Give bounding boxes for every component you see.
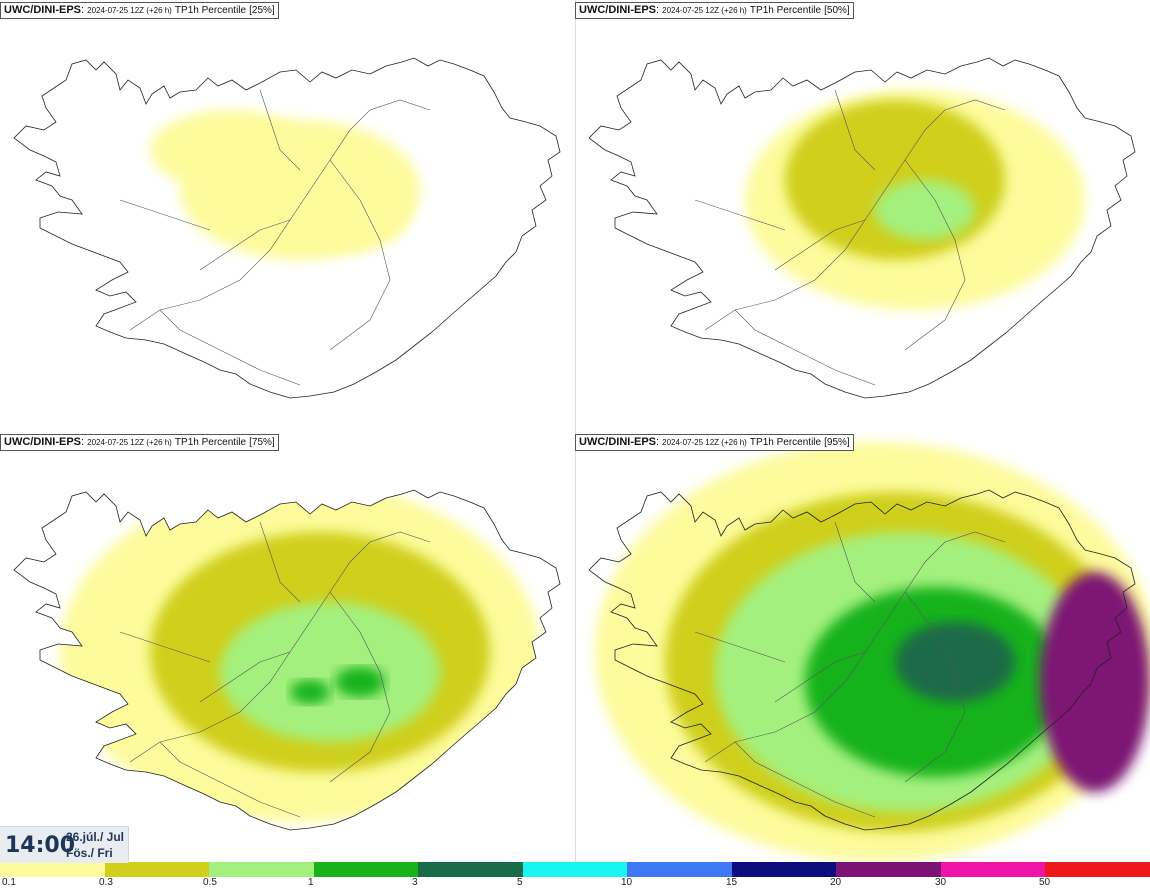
panel-title-p50: UWC/DINI-EPS: 2024-07-25 12Z (+26 h) TP1…: [575, 2, 854, 19]
road-line: [834, 521, 876, 603]
precipitation-field: [595, 442, 1150, 862]
colorbar-segment: [0, 862, 105, 877]
parameter-name: TP1h Percentile: [749, 5, 822, 16]
colorbar-segment: [731, 862, 837, 877]
run-time: 2024-07-25 12Z (+26 h): [87, 6, 172, 15]
map-panel-p95: UWC/DINI-EPS: 2024-07-25 12Z (+26 h) TP1…: [575, 432, 1150, 862]
colorbar-tick: 0.3: [99, 877, 113, 888]
iceland-map-p95: [588, 442, 1150, 862]
map-panel-p25: UWC/DINI-EPS: 2024-07-25 12Z (+26 h) TP1…: [0, 0, 575, 430]
model-name: UWC/DINI-EPS: [579, 4, 656, 16]
road-line: [119, 631, 211, 663]
road-line: [199, 219, 291, 271]
panel-title-p75: UWC/DINI-EPS: 2024-07-25 12Z (+26 h) TP1…: [0, 434, 279, 451]
road-line: [704, 531, 1006, 763]
precipitation-area: [875, 180, 975, 240]
precipitation-area: [785, 100, 1005, 260]
road-line: [694, 631, 786, 663]
colorbar-segment: [418, 862, 523, 877]
coastline: [13, 489, 561, 831]
precipitation-area: [1040, 572, 1150, 792]
percentile-label: [95%]: [824, 437, 850, 448]
model-name: UWC/DINI-EPS: [4, 436, 81, 448]
precipitation-field: [745, 90, 1085, 310]
colorbar-tick: 10: [621, 877, 633, 888]
road-line: [904, 159, 966, 351]
road-line: [159, 741, 301, 818]
colorbar-segment: [940, 862, 1046, 877]
road-line: [199, 651, 291, 703]
iceland-map-p25: [13, 57, 561, 399]
coastline: [13, 57, 561, 399]
road-line: [259, 89, 301, 171]
precipitation-area: [895, 622, 1015, 702]
road-line: [259, 521, 301, 603]
precipitation-area: [220, 602, 440, 742]
valid-date-line1: 26.júl./ Jul: [66, 830, 125, 844]
road-line: [904, 591, 966, 783]
run-time: 2024-07-25 12Z (+26 h): [662, 438, 747, 447]
precipitation-area: [150, 110, 310, 190]
road-line: [129, 99, 431, 331]
run-time: 2024-07-25 12Z (+26 h): [662, 6, 747, 15]
precipitation-area: [335, 667, 385, 697]
panel-divider: [575, 0, 576, 862]
colorbar-tick: 30: [935, 877, 947, 888]
colorbar-segment: [104, 862, 210, 877]
road-line: [774, 651, 866, 703]
precipitation-area: [290, 680, 330, 704]
precipitation-colorbar: [0, 862, 1150, 877]
road-line: [734, 741, 876, 818]
colorbar-tick: 15: [726, 877, 738, 888]
valid-time-box: 14:00 26.júl./ Jul Fös./ Fri: [0, 826, 129, 863]
valid-date-line2: Fös./ Fri: [66, 846, 113, 860]
map-panel-p50: UWC/DINI-EPS: 2024-07-25 12Z (+26 h) TP1…: [575, 0, 1150, 430]
colorbar-segment: [209, 862, 314, 877]
coastline: [588, 489, 1136, 831]
colorbar-tick: 20: [830, 877, 842, 888]
model-name: UWC/DINI-EPS: [579, 436, 656, 448]
colorbar-tick: 50: [1039, 877, 1051, 888]
colorbar-tick: 0.1: [2, 877, 16, 888]
colorbar-tick: 5: [517, 877, 523, 888]
panel-title-p95: UWC/DINI-EPS: 2024-07-25 12Z (+26 h) TP1…: [575, 434, 854, 451]
percentile-label: [75%]: [249, 437, 275, 448]
parameter-name: TP1h Percentile: [174, 5, 247, 16]
iceland-map-p75: [13, 489, 561, 831]
parameter-name: TP1h Percentile: [749, 437, 822, 448]
road-line: [774, 219, 866, 271]
model-name: UWC/DINI-EPS: [4, 4, 81, 16]
coastline: [588, 57, 1136, 399]
colorbar-tick: 3: [412, 877, 418, 888]
precipitation-area: [290, 170, 410, 250]
colorbar-segment: [836, 862, 941, 877]
colorbar-segment: [522, 862, 628, 877]
percentile-label: [25%]: [249, 5, 275, 16]
road-line: [694, 199, 786, 231]
colorbar-tick-labels: 0.1 0.3 0.5 1 3 5 10 15 20 30 50: [0, 877, 1150, 891]
colorbar-segment: [313, 862, 419, 877]
valid-time-clock: 14:00: [5, 833, 76, 858]
road-line: [704, 99, 1006, 331]
run-time: 2024-07-25 12Z (+26 h): [87, 438, 172, 447]
panel-title-p25: UWC/DINI-EPS: 2024-07-25 12Z (+26 h) TP1…: [0, 2, 279, 19]
road-line: [329, 159, 391, 351]
road-line: [329, 591, 391, 783]
map-panel-p75: UWC/DINI-EPS: 2024-07-25 12Z (+26 h) TP1…: [0, 432, 575, 862]
road-line: [129, 531, 431, 763]
precipitation-field: [150, 110, 420, 260]
colorbar-segment: [1045, 862, 1150, 877]
road-line: [159, 309, 301, 386]
iceland-map-p50: [588, 57, 1136, 399]
colorbar-tick: 0.5: [203, 877, 217, 888]
parameter-name: TP1h Percentile: [174, 437, 247, 448]
percentile-label: [50%]: [824, 5, 850, 16]
road-line: [834, 89, 876, 171]
road-line: [119, 199, 211, 231]
colorbar-tick: 1: [308, 877, 314, 888]
colorbar-segment: [627, 862, 732, 877]
road-line: [734, 309, 876, 386]
precipitation-field: [60, 490, 540, 822]
